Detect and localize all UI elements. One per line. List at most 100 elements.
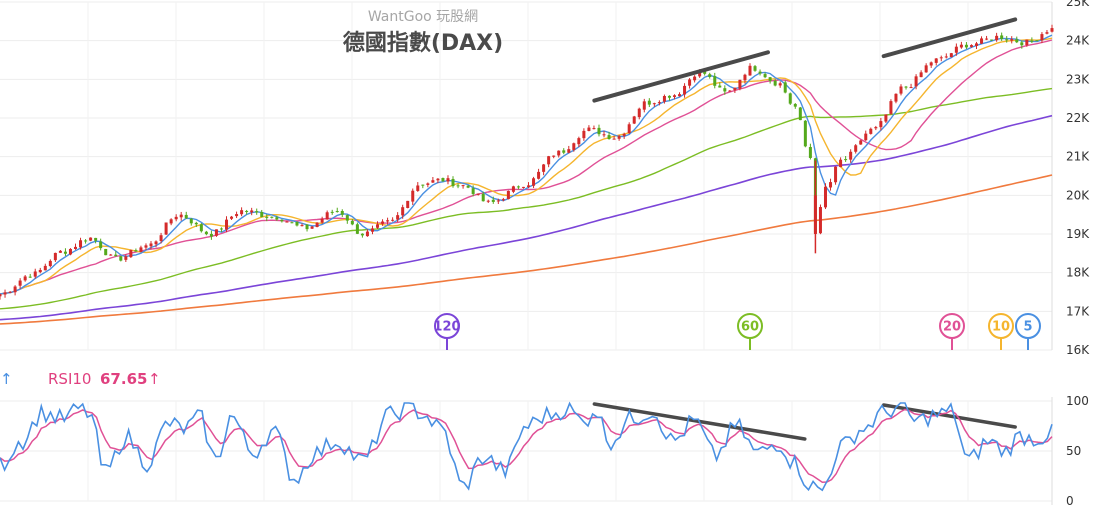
candle-up — [386, 220, 390, 222]
candle-up — [461, 185, 465, 187]
candle-up — [1045, 32, 1049, 34]
candle-up — [582, 130, 586, 139]
candle-up — [164, 222, 168, 235]
candle-up — [58, 250, 62, 253]
candle-up — [884, 114, 888, 122]
candle-up — [748, 65, 752, 76]
candle-down — [345, 215, 349, 221]
candle-down — [134, 250, 138, 252]
candle-up — [235, 214, 239, 217]
candle-down — [335, 211, 339, 213]
candle-up — [834, 166, 838, 183]
candle-up — [381, 221, 385, 224]
candle-down — [104, 248, 108, 256]
candle-up — [79, 240, 83, 248]
candle-down — [562, 150, 566, 153]
candle-up — [139, 247, 143, 252]
candle-down — [295, 221, 299, 226]
candle-up — [678, 94, 682, 97]
candle-up — [662, 96, 666, 102]
candle-up — [446, 178, 450, 182]
candle-up — [587, 127, 591, 131]
candle-up — [527, 185, 531, 187]
candle-up — [813, 195, 817, 234]
candle-up — [854, 145, 858, 152]
candle-up — [310, 226, 314, 229]
candle-up — [617, 136, 621, 139]
ma-badge-label: 5 — [1023, 320, 1032, 335]
candle-down — [516, 186, 520, 188]
ma60-line — [0, 87, 1053, 310]
candle-up — [300, 225, 304, 227]
candle-up — [43, 265, 47, 271]
y-tick-label: 17K — [1066, 304, 1090, 318]
candle-down — [265, 216, 269, 218]
y-tick-label: 20K — [1066, 188, 1090, 202]
candlesticks — [0, 24, 1054, 300]
candle-down — [471, 188, 475, 194]
rsi-y-tick-label: 0 — [1066, 494, 1074, 508]
candle-up — [511, 186, 515, 192]
candle-up — [849, 151, 853, 160]
candle-up — [547, 156, 551, 165]
candle-down — [1005, 39, 1009, 41]
candle-up — [365, 231, 369, 237]
candle-up — [969, 45, 973, 47]
candle-up — [1010, 39, 1014, 41]
candle-down — [758, 71, 762, 74]
candle-up — [73, 246, 78, 249]
candle-down — [667, 95, 671, 98]
ma-badge-label: 10 — [992, 320, 1010, 335]
candle-up — [567, 149, 571, 153]
candle-up — [980, 38, 984, 44]
candle-up — [411, 190, 415, 202]
candle-up — [144, 245, 148, 248]
y-tick-label: 16K — [1066, 343, 1090, 357]
candle-down — [788, 93, 792, 104]
candle-up — [23, 276, 27, 281]
candle-up — [521, 186, 525, 188]
candle-down — [1000, 35, 1004, 39]
candle-up — [572, 143, 576, 150]
candle-down — [647, 100, 651, 105]
candle-up — [864, 133, 868, 141]
candle-down — [1035, 40, 1039, 42]
candle-up — [174, 216, 178, 220]
ma-badge — [434, 313, 460, 339]
candle-down — [350, 220, 354, 225]
rsi-lines — [0, 401, 1053, 492]
candle-down — [219, 228, 223, 230]
candle-down — [255, 211, 259, 213]
candle-up — [0, 293, 2, 297]
candle-down — [703, 70, 707, 74]
candle-down — [270, 216, 274, 218]
candle-down — [798, 107, 802, 121]
candle-down — [783, 82, 787, 93]
ma-badge-label: 60 — [741, 320, 759, 335]
up-arrow-icon: ↑ — [148, 370, 161, 388]
candle-up — [501, 199, 505, 201]
candle-up — [496, 200, 500, 202]
ma-badge — [939, 313, 965, 339]
ma240-line — [0, 174, 1053, 325]
candle-down — [84, 240, 88, 242]
candle-up — [325, 212, 329, 220]
candle-up — [859, 140, 863, 145]
candle-down — [28, 276, 32, 278]
candle-down — [964, 44, 968, 48]
candle-up — [818, 207, 822, 234]
candle-down — [209, 233, 213, 237]
rsi-y-tick-label: 50 — [1066, 444, 1081, 458]
candle-up — [612, 138, 616, 140]
rsi-fast-line — [0, 401, 1053, 492]
candle-up — [376, 224, 380, 228]
candle-up — [1025, 39, 1029, 46]
candle-down — [1020, 42, 1024, 46]
candle-up — [728, 90, 732, 92]
candle-down — [441, 178, 445, 182]
candle-up — [149, 243, 153, 247]
candle-up — [959, 44, 963, 48]
candle-up — [396, 215, 400, 220]
candle-up — [894, 93, 898, 102]
